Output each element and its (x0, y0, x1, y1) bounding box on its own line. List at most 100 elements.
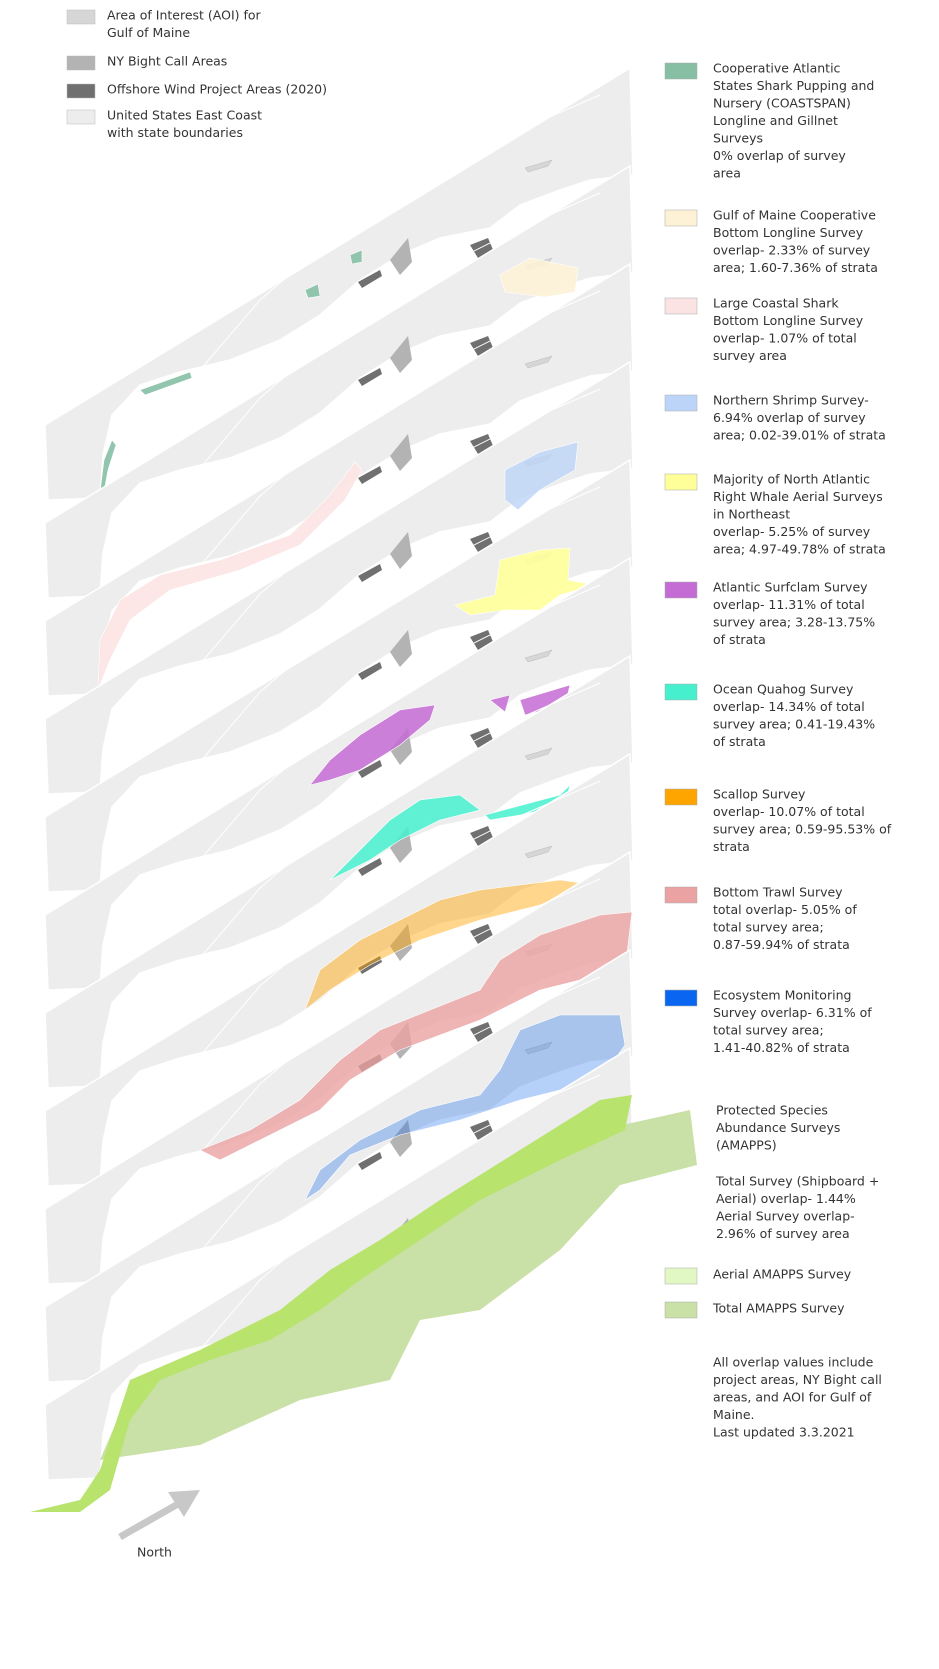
legend-text: Scallop Survey (713, 787, 806, 802)
legend-text: in Northeast (713, 507, 790, 522)
call-area (390, 924, 412, 961)
survey-area (309, 704, 436, 786)
call-area (390, 238, 412, 275)
north-label: North (137, 1545, 172, 1560)
legend-text: Ecosystem Monitoring (713, 988, 851, 1003)
legend-text: Survey overlap- 6.31% of (713, 1005, 872, 1020)
legend-text: total survey area; (713, 920, 824, 935)
map-layer (30, 1046, 697, 1512)
legend-text: Bottom Longline Survey (713, 225, 864, 240)
legend-text: Cooperative Atlantic (713, 61, 841, 76)
legend-text: Offshore Wind Project Areas (2020) (107, 82, 327, 97)
aoi (524, 159, 553, 173)
aerial-amapps-area (30, 1095, 632, 1512)
legend-text: total overlap- 5.05% of (713, 902, 857, 917)
state-boundary (199, 780, 601, 1057)
call-area (390, 630, 412, 667)
legend-swatch (664, 209, 698, 227)
legend-text: strata (713, 839, 750, 854)
legend-swatch (664, 886, 698, 904)
legend-swatch (66, 9, 96, 25)
state-boundary (199, 388, 601, 665)
survey-area (329, 794, 481, 881)
aoi (524, 747, 553, 761)
legend-swatch (66, 109, 96, 125)
legend-text: Maine. (713, 1407, 755, 1422)
survey-area (489, 694, 511, 713)
wind-area (358, 1152, 382, 1170)
legend-text: NY Bight Call Areas (107, 54, 227, 69)
state-boundary (199, 192, 601, 469)
state-boundary (199, 878, 601, 1155)
survey-area (504, 441, 579, 511)
legend-text: overlap- 11.31% of total (713, 597, 865, 612)
legend-text: area; 4.97-49.78% of strata (713, 542, 886, 557)
wind-area (358, 564, 382, 582)
aoi (524, 845, 553, 859)
call-area (390, 336, 412, 373)
legend-swatch (664, 788, 698, 806)
legend-text: area; 1.60-7.36% of strata (713, 260, 878, 275)
map-layer (44, 654, 634, 1089)
survey-area (97, 461, 363, 691)
aoi (524, 649, 553, 663)
legend-text: survey area (713, 348, 787, 363)
legend-text: (AMAPPS) (716, 1138, 777, 1153)
legend-text: Abundance Surveys (716, 1120, 840, 1135)
north-arrow-shaft (118, 1496, 187, 1541)
map-layers (30, 66, 697, 1512)
legend-text: Ocean Quahog Survey (713, 682, 854, 697)
legend-text: survey area; 0.41-19.43% (713, 717, 875, 732)
legend-text: 2.96% of survey area (716, 1226, 850, 1241)
legend-text: Bottom Longline Survey (713, 313, 864, 328)
state-boundary (199, 290, 601, 567)
legend-text: area; 0.02-39.01% of strata (713, 428, 886, 443)
wind-area (358, 662, 382, 680)
legend-text: Bottom Trawl Survey (713, 885, 843, 900)
survey-area (454, 547, 596, 616)
legend-text: 6.94% overlap of survey (713, 410, 866, 425)
call-area (390, 1120, 412, 1157)
survey-area (304, 1014, 626, 1201)
legend-text: Longline and Gillnet (713, 113, 838, 128)
wind-area (358, 760, 382, 778)
legend-text: area (713, 166, 741, 181)
aoi (524, 1041, 553, 1055)
legend-text: 1.41-40.82% of strata (713, 1040, 850, 1055)
legend-text: Protected Species (716, 1103, 828, 1118)
map-layer (44, 360, 634, 795)
survey-area (199, 911, 633, 1161)
legend-text: 0% overlap of survey (713, 148, 846, 163)
legend-swatch (664, 473, 698, 491)
legend-text: overlap- 14.34% of total (713, 699, 865, 714)
state-boundary (199, 682, 601, 959)
legend-text: Gulf of Maine (107, 25, 190, 40)
legend-text: overlap- 2.33% of survey (713, 243, 871, 258)
legend-swatch (66, 55, 96, 71)
legend-text: of strata (713, 734, 766, 749)
legend-text: project areas, NY Bight call (713, 1372, 882, 1387)
legend-text: All overlap values include (713, 1355, 874, 1370)
legend-swatch (664, 297, 698, 315)
legend-text: Area of Interest (AOI) for (107, 8, 262, 23)
map-layer (44, 164, 634, 599)
legend-text: survey area; 3.28-13.75% (713, 615, 875, 630)
legend-text: 0.87-59.94% of strata (713, 937, 850, 952)
legend-text: Gulf of Maine Cooperative (713, 208, 876, 223)
legend-text: overlap- 10.07% of total (713, 804, 865, 819)
legend-text: Northern Shrimp Survey- (713, 393, 869, 408)
legend-swatch (664, 1301, 698, 1319)
legend: Area of Interest (AOI) for Gulf of Maine N… (66, 8, 892, 1440)
legend-swatch (664, 1267, 698, 1285)
wind-area (358, 858, 382, 876)
legend-text: Aerial) overlap- 1.44% (716, 1191, 856, 1206)
legend-text: Surveys (713, 131, 763, 146)
legend-text: Total AMAPPS Survey (712, 1301, 845, 1316)
legend-text: of strata (713, 632, 766, 647)
legend-swatch (664, 989, 698, 1007)
legend-text: overlap- 5.25% of survey (713, 524, 871, 539)
wind-area (358, 466, 382, 484)
call-area (390, 532, 412, 569)
legend-text: areas, and AOI for Gulf of (713, 1390, 872, 1405)
